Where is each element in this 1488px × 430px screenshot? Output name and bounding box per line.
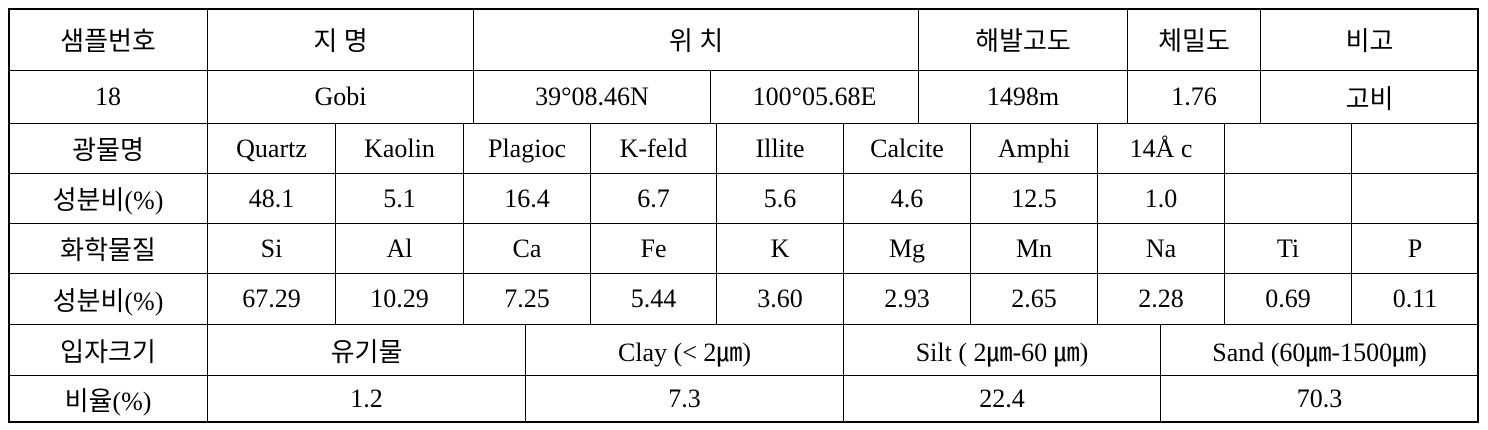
table-cell: Amphi bbox=[970, 123, 1098, 174]
empty-cell bbox=[1351, 123, 1479, 174]
table-cell: 5.44 bbox=[590, 273, 717, 325]
row-header-cell: 화학물질 bbox=[8, 223, 208, 274]
table-cell: Si bbox=[207, 223, 336, 274]
table-cell: 해발고도 bbox=[918, 8, 1128, 71]
table-cell: 7.3 bbox=[525, 375, 844, 423]
table-cell: Clay (< 2㎛) bbox=[525, 324, 844, 376]
table-cell: K bbox=[716, 223, 844, 274]
row-header-cell: 성분비(%) bbox=[8, 173, 208, 224]
table-cell: 5.6 bbox=[716, 173, 844, 224]
table-cell: Ti bbox=[1224, 223, 1352, 274]
table-cell: 22.4 bbox=[843, 375, 1161, 423]
table-cell: 4.6 bbox=[843, 173, 971, 224]
table-cell: P bbox=[1351, 223, 1479, 274]
table-cell: K-feld bbox=[590, 123, 717, 174]
table-cell: Sand (60㎛-1500㎛) bbox=[1160, 324, 1479, 376]
empty-cell bbox=[1224, 123, 1352, 174]
table-cell: 유기물 bbox=[207, 324, 526, 376]
table-cell: 0.11 bbox=[1351, 273, 1479, 325]
table-cell: 체밀도 bbox=[1127, 8, 1261, 71]
table-cell: Mg bbox=[843, 223, 971, 274]
table-cell: Fe bbox=[590, 223, 717, 274]
row-header-cell: 샘플번호 bbox=[8, 8, 208, 71]
empty-cell bbox=[1351, 173, 1479, 224]
table-cell: 1.76 bbox=[1127, 70, 1261, 124]
table-cell: 100°05.68E bbox=[710, 70, 919, 124]
table-cell: 2.65 bbox=[970, 273, 1098, 325]
table-cell: 0.69 bbox=[1224, 273, 1352, 325]
empty-cell bbox=[1224, 173, 1352, 224]
row-header-cell: 입자크기 bbox=[8, 324, 208, 376]
table-cell: 39°08.46N bbox=[473, 70, 711, 124]
table-cell: 7.25 bbox=[463, 273, 591, 325]
table-cell: Silt ( 2㎛-60 ㎛) bbox=[843, 324, 1161, 376]
row-header-cell: 성분비(%) bbox=[8, 273, 208, 325]
table-cell: Ca bbox=[463, 223, 591, 274]
table-cell: 2.93 bbox=[843, 273, 971, 325]
table-cell: 1.0 bbox=[1097, 173, 1225, 224]
table-cell: 14Å c bbox=[1097, 123, 1225, 174]
row-header-cell: 광물명 bbox=[8, 123, 208, 174]
table-cell: Plagioc bbox=[463, 123, 591, 174]
table-cell: 1498m bbox=[918, 70, 1128, 124]
table-cell: 5.1 bbox=[335, 173, 464, 224]
table-cell: Illite bbox=[716, 123, 844, 174]
table-cell: 70.3 bbox=[1160, 375, 1479, 423]
table-cell: 16.4 bbox=[463, 173, 591, 224]
table-cell: 10.29 bbox=[335, 273, 464, 325]
table-cell: Al bbox=[335, 223, 464, 274]
table-cell: 고비 bbox=[1260, 70, 1479, 124]
table-cell: 지 명 bbox=[207, 8, 474, 71]
table-cell: 67.29 bbox=[207, 273, 336, 325]
table-cell: 48.1 bbox=[207, 173, 336, 224]
table-cell: 6.7 bbox=[590, 173, 717, 224]
row-header-cell: 비율(%) bbox=[8, 375, 208, 423]
table-cell: 3.60 bbox=[716, 273, 844, 325]
table-cell: Gobi bbox=[207, 70, 474, 124]
table-cell: 비고 bbox=[1260, 8, 1479, 71]
table-cell: 위 치 bbox=[473, 8, 919, 71]
table-cell: 1.2 bbox=[207, 375, 526, 423]
table-cell: Mn bbox=[970, 223, 1098, 274]
table-cell: 12.5 bbox=[970, 173, 1098, 224]
table-cell: Calcite bbox=[843, 123, 971, 174]
table-cell: Kaolin bbox=[335, 123, 464, 174]
table-cell: 2.28 bbox=[1097, 273, 1225, 325]
table-cell: Na bbox=[1097, 223, 1225, 274]
row-header-cell: 18 bbox=[8, 70, 208, 124]
table-cell: Quartz bbox=[207, 123, 336, 174]
